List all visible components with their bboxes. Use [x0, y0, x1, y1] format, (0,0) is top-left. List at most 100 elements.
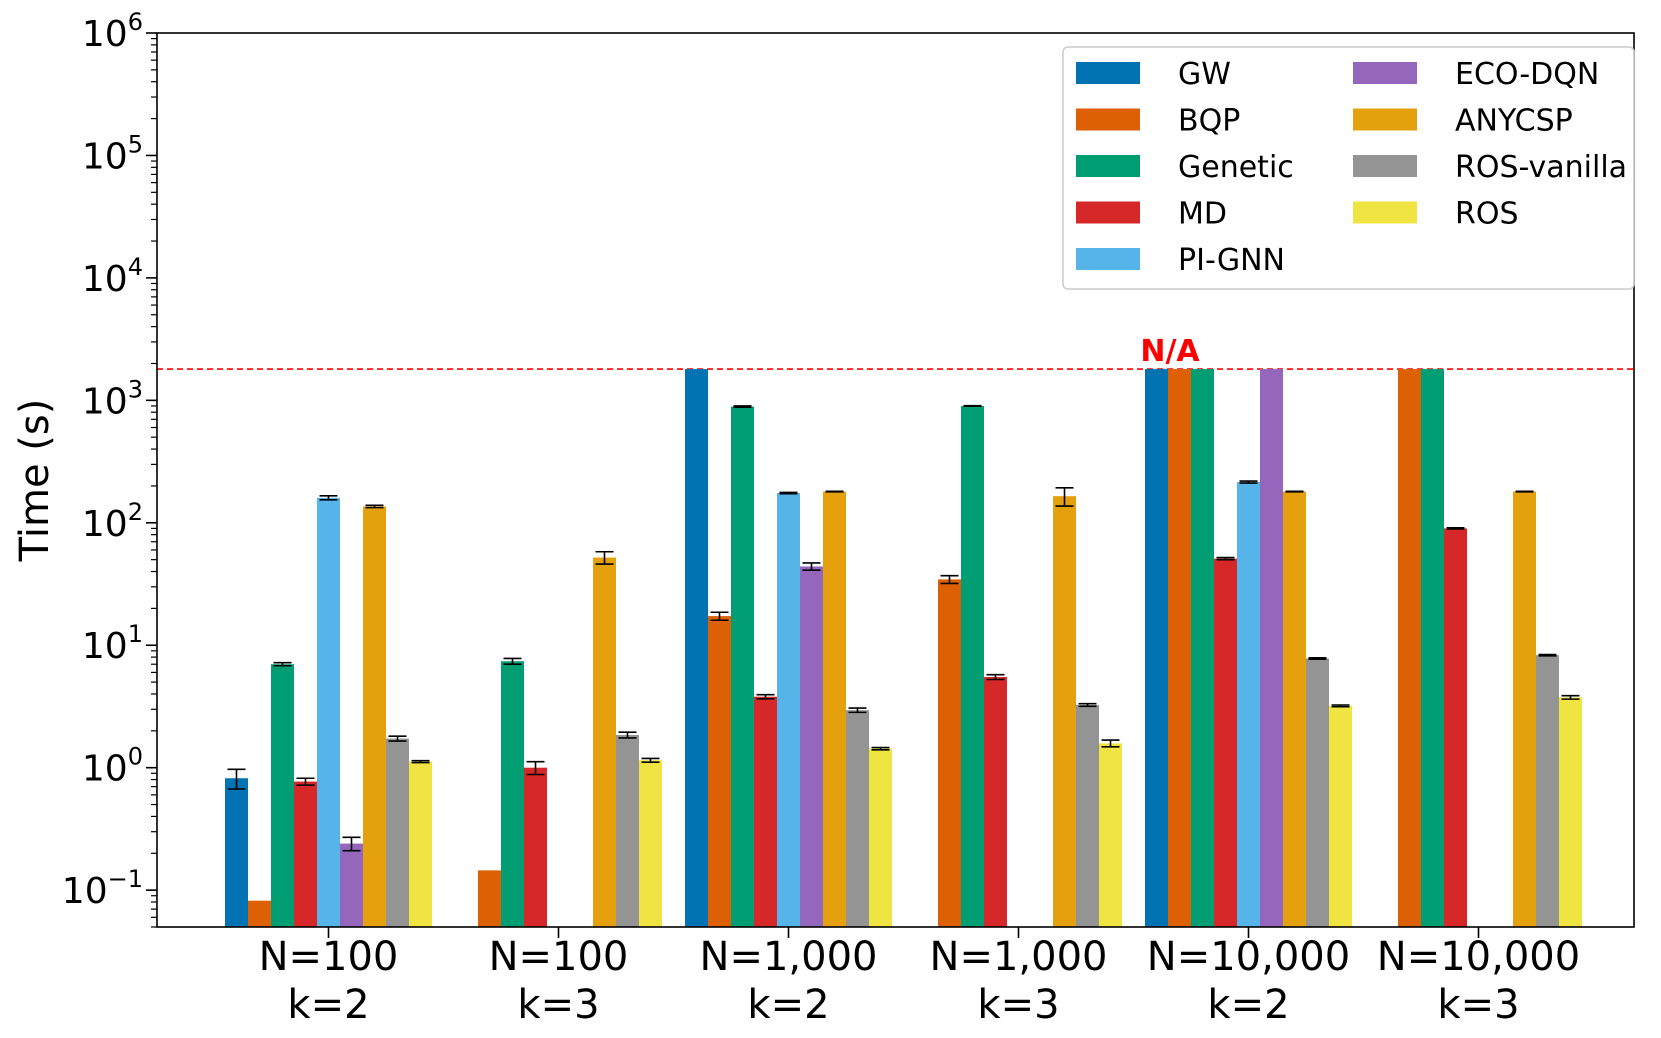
legend-item-pi-gnn: PI-GNN — [1076, 243, 1285, 278]
bar-md-2 — [754, 696, 777, 927]
bar-gw-4 — [1145, 369, 1168, 927]
bar-pi-gnn-2 — [777, 493, 800, 927]
bar-ros-vanilla-1 — [616, 734, 639, 927]
bar-anycsp-4 — [1283, 491, 1306, 927]
y-tick-label: 100 — [82, 743, 143, 790]
x-tick-label-line2: k=3 — [1437, 982, 1519, 1028]
legend-label: BQP — [1178, 104, 1240, 139]
bar-genetic-3 — [961, 405, 984, 927]
error-bar-eco-dqn-2 — [802, 562, 821, 572]
legend-item-ros: ROS — [1353, 197, 1519, 232]
y-tick-label: 105 — [82, 130, 143, 177]
error-bar-genetic-3 — [963, 404, 982, 408]
error-bar-md-0 — [296, 777, 315, 786]
error-bar-pi-gnn-0 — [319, 495, 338, 501]
bar-anycsp-1 — [593, 557, 616, 927]
legend-item-ros-vanilla: ROS-vanilla — [1353, 150, 1627, 185]
error-bar-anycsp-0 — [365, 504, 384, 509]
bar-gw-2 — [685, 369, 708, 927]
bars-group — [225, 369, 1582, 927]
bar-ros-vanilla-3 — [1076, 705, 1099, 927]
bar-anycsp-2 — [823, 491, 846, 927]
bar-ros-4 — [1329, 705, 1352, 927]
x-tick-label-line2: k=2 — [287, 982, 369, 1028]
x-tick-label-line2: k=2 — [1207, 982, 1289, 1028]
legend-label: MD — [1178, 197, 1227, 232]
bar-md-0 — [294, 781, 317, 927]
x-tick-label-line2: k=2 — [747, 982, 829, 1028]
error-bar-bqp-2 — [710, 611, 729, 622]
legend: GW BQP Genetic MD PI-GNN ECO-DQN ANYCSP ROS-van… — [1062, 46, 1635, 290]
legend-item-gw: GW — [1076, 57, 1231, 92]
bar-ros-1 — [639, 760, 662, 927]
threshold-group: N/A — [157, 334, 1634, 370]
legend-swatch — [1076, 108, 1140, 131]
bar-md-5 — [1444, 528, 1467, 927]
bar-pi-gnn-4 — [1237, 482, 1260, 927]
bar-anycsp-5 — [1513, 491, 1536, 927]
legend-swatch — [1076, 201, 1140, 224]
bar-anycsp-3 — [1053, 496, 1076, 927]
y-tick-label: 10−1 — [62, 865, 143, 912]
threshold-label: N/A — [1140, 334, 1200, 369]
bar-genetic-4 — [1191, 369, 1214, 927]
error-bar-bqp-3 — [940, 574, 959, 585]
bar-genetic-2 — [731, 406, 754, 927]
bar-ros-vanilla-2 — [846, 710, 869, 927]
error-bar-ros-2 — [871, 746, 890, 751]
error-bar-md-4 — [1216, 556, 1235, 561]
bar-eco-dqn-0 — [340, 843, 363, 927]
legend-label: GW — [1178, 57, 1231, 92]
error-bar-ros-vanilla-2 — [848, 707, 867, 714]
bar-ros-vanilla-0 — [386, 738, 409, 927]
bar-pi-gnn-0 — [317, 497, 340, 927]
legend-item-bqp: BQP — [1076, 104, 1240, 139]
bar-bqp-0 — [248, 900, 271, 927]
axes-group: 10−1100101102103104105106N=100k=2N=100k=… — [62, 8, 1635, 1028]
error-bar-ros-vanilla-1 — [618, 731, 637, 739]
error-bar-genetic-0 — [273, 661, 292, 667]
error-bar-genetic-2 — [733, 405, 752, 408]
error-bar-ros-3 — [1101, 739, 1120, 748]
error-bar-ros-4 — [1331, 704, 1350, 708]
error-bar-ros-5 — [1561, 694, 1580, 700]
legend-swatch — [1353, 62, 1417, 84]
error-bar-md-3 — [986, 673, 1005, 681]
bar-ros-vanilla-4 — [1306, 658, 1329, 927]
x-tick-label-line2: k=3 — [977, 982, 1059, 1028]
bar-gw-0 — [225, 778, 248, 927]
error-bar-gw-0 — [227, 768, 246, 790]
bar-anycsp-0 — [363, 506, 386, 927]
y-tick-label: 103 — [82, 375, 143, 422]
error-bar-anycsp-4 — [1285, 490, 1304, 493]
error-bar-md-1 — [526, 760, 545, 776]
bar-md-1 — [524, 767, 547, 927]
x-tick-label-line1: N=1,000 — [700, 934, 878, 980]
error-bar-ros-vanilla-0 — [388, 735, 407, 742]
plot-frame — [156, 32, 1635, 928]
bar-ros-3 — [1099, 743, 1122, 927]
legend-label: Genetic — [1178, 150, 1294, 185]
bar-ros-2 — [869, 748, 892, 927]
error-bars-group — [227, 404, 1580, 852]
x-tick-label-line1: N=10,000 — [1377, 934, 1580, 980]
legend-swatch — [1076, 62, 1140, 84]
y-tick-label: 101 — [82, 620, 143, 667]
error-bar-ros-0 — [411, 759, 430, 764]
legend-swatch — [1353, 201, 1417, 224]
x-tick-label-line1: N=1,000 — [930, 934, 1108, 980]
y-tick-label: 106 — [82, 8, 143, 55]
legend-item-anycsp: ANYCSP — [1353, 104, 1573, 139]
legend-label: ECO-DQN — [1455, 57, 1599, 92]
y-axis-label: Time (s) — [12, 399, 58, 563]
bar-genetic-0 — [271, 664, 294, 927]
error-bar-pi-gnn-2 — [779, 491, 798, 495]
bar-md-3 — [984, 677, 1007, 927]
bar-bqp-2 — [708, 616, 731, 927]
x-tick-label-line1: N=10,000 — [1147, 934, 1350, 980]
y-tick-label: 102 — [82, 498, 143, 545]
bar-bqp-4 — [1168, 369, 1191, 927]
error-bar-md-5 — [1446, 527, 1465, 530]
legend-item-genetic: Genetic — [1076, 150, 1294, 185]
